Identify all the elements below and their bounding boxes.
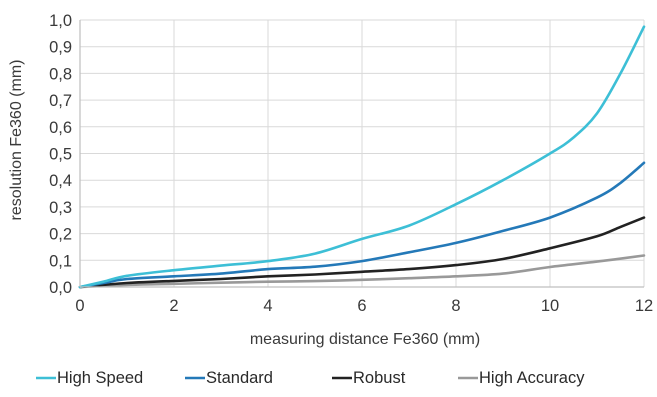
y-tick-labels: 0,0 0,1 0,2 0,3 0,4 0,5 0,6 0,7 0,8 0,9 1,0 (49, 12, 72, 297)
y-axis-label: resolution Fe360 (mm) (8, 60, 25, 221)
y-tick-label: 0,8 (49, 65, 72, 83)
y-tick-label: 0,0 (49, 279, 72, 297)
y-tick-label: 0,2 (49, 226, 72, 244)
y-tick-label: 0,1 (49, 252, 72, 270)
x-tick-label: 4 (263, 297, 272, 315)
legend: High Speed Standard Robust High Accuracy (36, 369, 585, 387)
series-line-standard (78, 161, 646, 289)
x-tick-label: 10 (541, 297, 559, 315)
legend-label: High Speed (57, 369, 143, 387)
legend-label: Robust (353, 369, 406, 387)
series-lines (78, 25, 646, 289)
series-line-robust (78, 216, 646, 289)
y-tick-label: 0,4 (49, 172, 72, 190)
x-tick-label: 2 (169, 297, 178, 315)
y-tick-label: 0,6 (49, 119, 72, 137)
legend-item-robust: Robust (332, 369, 406, 387)
axes (79, 20, 644, 288)
legend-item-high-speed: High Speed (36, 369, 143, 387)
y-tick-label: 0,5 (49, 146, 72, 164)
legend-label: Standard (206, 369, 273, 387)
series-line-high-speed (78, 25, 646, 289)
x-tick-label: 8 (451, 297, 460, 315)
x-axis-label: measuring distance Fe360 (mm) (250, 331, 480, 348)
legend-item-standard: Standard (185, 369, 273, 387)
x-tick-labels: 0 2 4 6 8 10 12 (75, 297, 653, 315)
x-tick-label: 12 (635, 297, 653, 315)
y-tick-label: 0,7 (49, 92, 72, 110)
y-tick-label: 1,0 (49, 12, 72, 30)
y-tick-label: 0,3 (49, 199, 72, 217)
y-tick-label: 0,9 (49, 39, 72, 57)
x-tick-label: 0 (75, 297, 84, 315)
legend-item-high-accuracy: High Accuracy (458, 369, 585, 387)
legend-label: High Accuracy (479, 369, 585, 387)
series-line-high-accuracy (78, 254, 646, 289)
x-tick-label: 6 (357, 297, 366, 315)
